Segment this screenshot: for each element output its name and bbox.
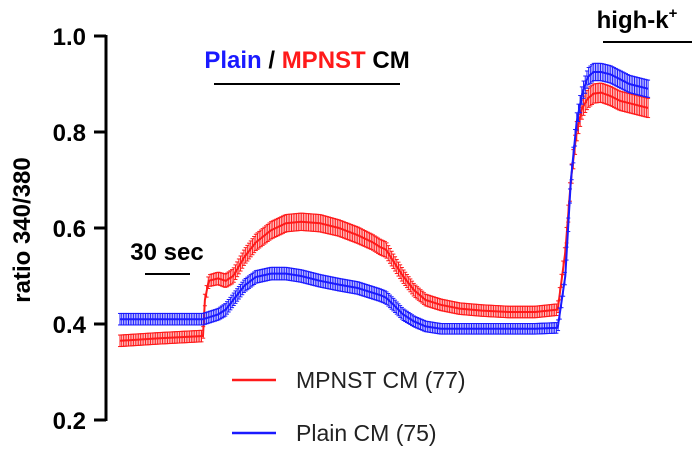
series-0 — [118, 82, 651, 348]
series-line — [119, 91, 649, 342]
y-tick-label: 1.0 — [53, 24, 86, 51]
series-1 — [118, 62, 651, 335]
y-tick-label: 0.6 — [53, 216, 86, 243]
y-tick-label: 0.8 — [53, 120, 86, 147]
legend-label: MPNST CM (77) — [296, 367, 466, 393]
highk-label-superscript: + — [669, 5, 678, 22]
treatment-label-part: CM — [366, 47, 410, 74]
series-layer — [118, 62, 651, 348]
y-axis: 0.2 0.4 0.6 0.8 1.0 — [53, 24, 108, 435]
highk-label: high-k+ — [597, 5, 678, 34]
y-tick-label: 0.4 — [53, 312, 87, 339]
treatment-label-part: MPNST — [282, 47, 366, 74]
treatment-label-part: / — [262, 47, 282, 74]
treatment-label: Plain / MPNST CM — [204, 47, 409, 74]
annotations: 30 sec Plain / MPNST CM high-k+ — [130, 5, 692, 275]
legend: MPNST CM (77) Plain CM (75) — [232, 367, 466, 446]
scale-bar-label: 30 sec — [130, 239, 203, 266]
highk-label-text: high-k — [597, 7, 670, 34]
treatment-label-part: Plain — [204, 47, 261, 74]
legend-label: Plain CM (75) — [296, 420, 437, 446]
y-tick-label: 0.2 — [53, 408, 86, 435]
y-axis-label: ratio 340/380 — [9, 157, 36, 302]
series-line — [120, 71, 649, 330]
